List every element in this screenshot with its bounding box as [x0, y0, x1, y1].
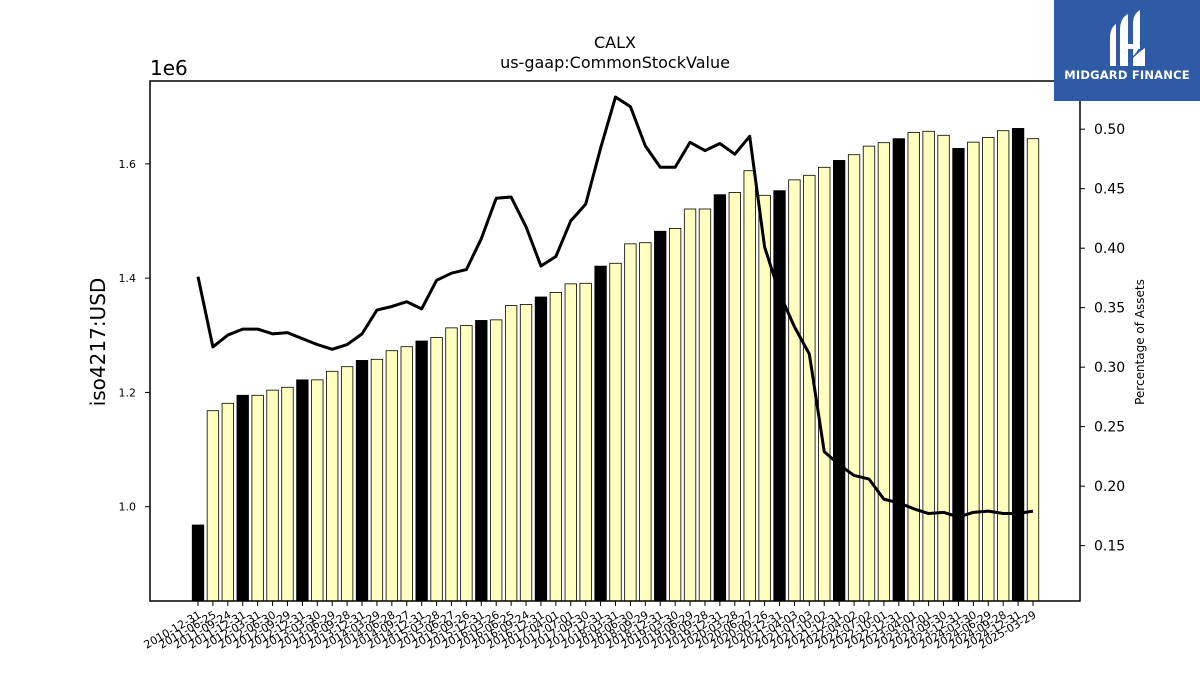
bar: [624, 243, 637, 602]
bar: [236, 394, 249, 602]
y-tick-label: 1.2: [119, 386, 137, 399]
bar: [609, 262, 622, 602]
y2-tick-label: 0.35: [1094, 301, 1125, 317]
percentage-of-assets-line: [196, 95, 1034, 519]
chart-title: CALX: [594, 33, 636, 52]
bar: [877, 142, 891, 602]
bar: [460, 325, 473, 602]
bar: [728, 192, 741, 602]
bar: [251, 394, 264, 602]
bar: [370, 358, 384, 602]
bar: [206, 410, 220, 602]
bar: [490, 319, 503, 602]
logo-text: MIDGARD FINANCE: [1064, 68, 1190, 82]
logo-mark-icon: [1110, 10, 1145, 66]
bar: [743, 170, 756, 602]
bar: [504, 305, 518, 602]
bar: [907, 132, 920, 602]
bar: [296, 379, 309, 602]
y2-axis-label: Percentage of Assets: [1133, 279, 1147, 405]
bar: [266, 389, 279, 602]
bar: [475, 320, 488, 602]
bar: [430, 337, 443, 602]
bar: [997, 130, 1010, 602]
y-axis-label: iso4217:USD: [86, 278, 110, 407]
bar: [415, 340, 428, 602]
bar: [982, 137, 995, 602]
bar: [534, 296, 548, 602]
bar: [594, 265, 607, 602]
bar: [549, 292, 563, 602]
bar: [355, 360, 369, 602]
bar: [788, 179, 801, 602]
bar: [445, 327, 458, 602]
bar: [967, 141, 980, 602]
bar: [519, 304, 533, 602]
bar: [773, 190, 786, 602]
y2-tick-label: 0.45: [1094, 182, 1125, 198]
bar: [564, 283, 577, 602]
bar: [400, 346, 413, 602]
bar: [639, 242, 652, 602]
bar: [221, 402, 234, 602]
bar-series: [191, 128, 1040, 602]
bar: [1011, 128, 1025, 602]
bar: [579, 282, 592, 602]
y2-tick-label: 0.50: [1094, 122, 1125, 138]
bar: [818, 166, 831, 602]
y-tick-label: 1.4: [119, 272, 137, 285]
bar: [698, 208, 712, 602]
bar: [833, 160, 846, 602]
bar: [922, 130, 935, 602]
y-tick-label: 1.6: [119, 158, 137, 171]
y-axis-multiplier: 1e6: [150, 56, 188, 80]
bar: [326, 370, 339, 602]
bar: [937, 134, 950, 602]
bar: [1026, 138, 1040, 602]
y2-tick-label: 0.20: [1094, 479, 1125, 495]
bar: [281, 386, 294, 602]
y2-tick-label: 0.15: [1094, 539, 1125, 555]
bar: [847, 154, 861, 602]
bar: [668, 228, 682, 602]
bar: [311, 379, 324, 602]
bar: [683, 208, 697, 602]
bar: [340, 366, 354, 602]
bar: [385, 350, 398, 602]
y2-axis-ticks: 0.15 0.20 0.25 0.30 0.35 0.40 0.45 0.50: [1080, 122, 1125, 555]
y-tick-label: 1.0: [119, 501, 137, 514]
y2-tick-label: 0.30: [1094, 360, 1125, 376]
y2-tick-label: 0.40: [1094, 241, 1125, 257]
y2-tick-label: 0.25: [1094, 420, 1125, 436]
midgard-finance-logo: MIDGARD FINANCE: [1054, 0, 1200, 101]
bar: [654, 230, 667, 602]
chart-subtitle: us-gaap:CommonStockValue: [500, 53, 730, 72]
y-axis-ticks: 1.0 1.2 1.4 1.6: [119, 158, 150, 514]
x-axis-ticks: 2010-12-312011-06-252011-09-242011-12-31…: [142, 601, 1039, 652]
bar: [952, 148, 965, 602]
bar: [713, 194, 727, 602]
bar: [892, 138, 905, 602]
bar: [191, 524, 205, 602]
bar: [862, 145, 876, 602]
